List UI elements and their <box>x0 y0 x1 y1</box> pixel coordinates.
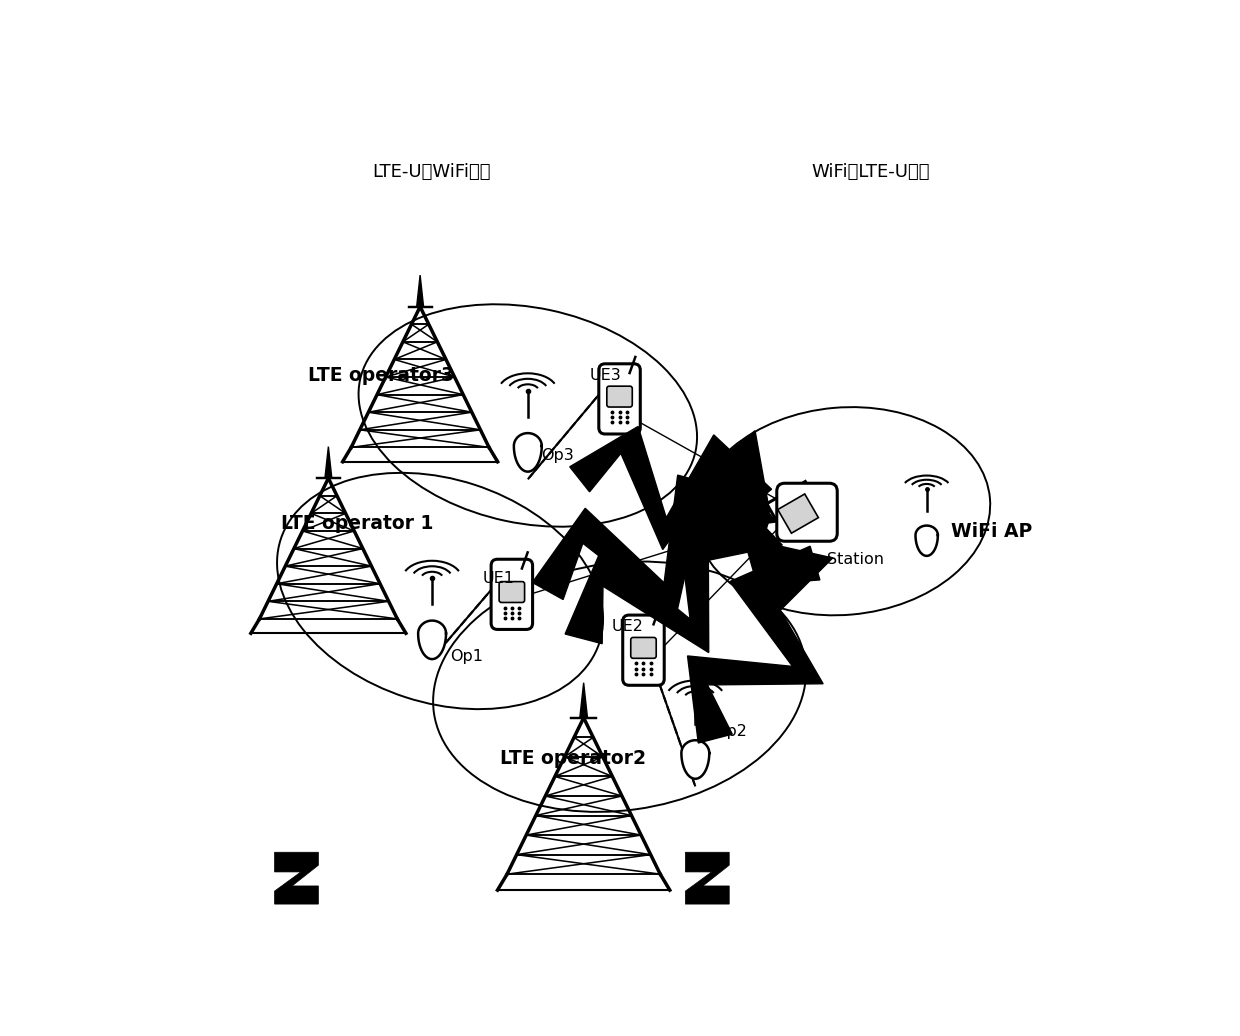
Polygon shape <box>417 276 424 307</box>
Polygon shape <box>686 452 776 534</box>
Text: Op2: Op2 <box>714 723 746 739</box>
Polygon shape <box>684 473 782 565</box>
Text: WiFi AP: WiFi AP <box>951 522 1032 541</box>
FancyBboxPatch shape <box>491 559 533 630</box>
FancyBboxPatch shape <box>631 637 656 658</box>
Text: Op3: Op3 <box>542 449 574 463</box>
FancyBboxPatch shape <box>599 364 640 434</box>
Text: Station: Station <box>827 552 884 567</box>
FancyBboxPatch shape <box>622 615 665 685</box>
Polygon shape <box>686 853 729 904</box>
Polygon shape <box>777 494 818 534</box>
Text: LTE operator3: LTE operator3 <box>309 366 455 385</box>
Polygon shape <box>682 741 709 779</box>
FancyBboxPatch shape <box>500 581 525 603</box>
Polygon shape <box>274 853 319 904</box>
Polygon shape <box>325 447 332 479</box>
Text: LTE-U对WiFi干扰: LTE-U对WiFi干扰 <box>372 164 491 181</box>
FancyBboxPatch shape <box>776 483 837 541</box>
Text: Op1: Op1 <box>450 650 484 664</box>
Polygon shape <box>580 683 588 718</box>
FancyBboxPatch shape <box>606 386 632 407</box>
Polygon shape <box>915 525 937 556</box>
Polygon shape <box>532 476 765 615</box>
Polygon shape <box>693 431 770 512</box>
Text: LTE operator2: LTE operator2 <box>500 749 646 768</box>
Text: WiFi对LTE-U干扰: WiFi对LTE-U干扰 <box>811 164 930 181</box>
Polygon shape <box>766 482 826 540</box>
Polygon shape <box>744 538 833 623</box>
Polygon shape <box>513 433 542 471</box>
Polygon shape <box>565 507 769 653</box>
Polygon shape <box>687 546 823 743</box>
Polygon shape <box>569 427 771 549</box>
Text: LTE operator 1: LTE operator 1 <box>280 514 433 533</box>
Text: UE1: UE1 <box>482 571 515 586</box>
Polygon shape <box>418 621 446 659</box>
Text: UE3: UE3 <box>589 368 621 382</box>
Text: UE2: UE2 <box>611 618 644 634</box>
